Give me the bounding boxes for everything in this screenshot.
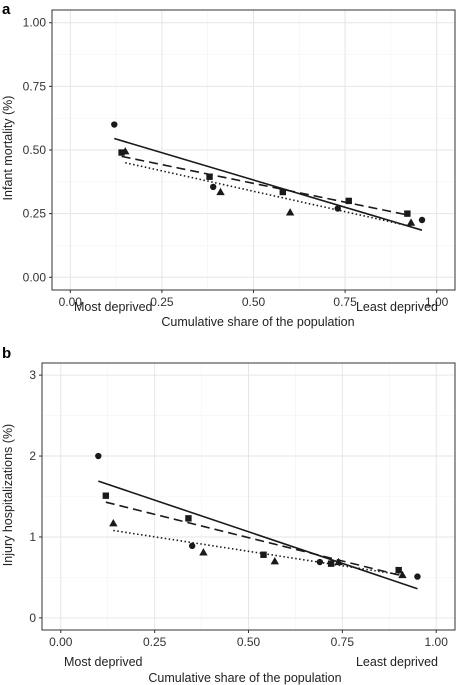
x-tick-label: 0.25 — [150, 295, 174, 309]
x-axis-title: Cumulative share of the population — [148, 671, 341, 685]
data-point-square — [279, 188, 287, 196]
plot-area: 0.00 0.25 0.50 0.75 1.00 0.00 0.25 0.50 0.75 1.00 — [23, 9, 456, 309]
panel-a: a 0.00 0.25 0.50 0.75 1.00 0.00 0.25 0.50 0.75 1.… — [1, 1, 456, 329]
fit-line-solid — [114, 137, 423, 231]
x-tick-label: 0.75 — [333, 295, 357, 309]
panel-label: a — [2, 1, 11, 18]
y-tick-label: 0.00 — [23, 270, 47, 284]
x-annotation-left: Most deprived — [64, 655, 143, 669]
fit-line-dotted — [125, 161, 412, 228]
data-point-triangle — [406, 218, 416, 226]
data-point-circle — [188, 542, 196, 550]
data-point-triangle — [398, 570, 407, 579]
data-point-triangle — [216, 187, 225, 196]
x-tick-label: 0.50 — [237, 635, 261, 649]
data-point-circle — [210, 183, 217, 191]
fit-line-dashed — [121, 155, 408, 216]
y-tick-label: 1.00 — [23, 16, 47, 30]
fit-line-dotted — [113, 529, 403, 576]
y-axis-title: Infant mortality (%) — [1, 96, 15, 201]
data-point-triangle — [199, 548, 208, 556]
y-tick-label: 2 — [29, 449, 36, 463]
data-point-triangle — [109, 519, 118, 527]
data-point-circle — [418, 216, 426, 224]
x-tick-label: 0.00 — [59, 295, 83, 309]
x-tick-label: 1.00 — [425, 635, 449, 649]
data-point-circle — [111, 121, 118, 128]
data-point-square — [345, 197, 352, 205]
data-point-triangle — [334, 557, 343, 566]
y-tick-label: 1 — [29, 530, 36, 544]
data-point-square — [404, 210, 411, 217]
x-annotation-right: Least deprived — [356, 300, 438, 314]
x-tick-label: 0.50 — [242, 295, 266, 309]
panel-b: b 0.00 0.25 0.50 0.75 1.00 0 1 2 3 Injury hospit… — [1, 345, 456, 685]
x-tick-label: 0.25 — [143, 635, 167, 649]
data-point-square — [395, 566, 402, 574]
y-axis-title: Injury hospitalizations (%) — [1, 424, 15, 566]
y-tick-label: 0.50 — [23, 143, 47, 157]
data-point-circle — [316, 558, 324, 566]
data-point-square — [102, 492, 110, 499]
x-axis-title: Cumulative share of the population — [161, 315, 354, 329]
x-annotation-right: Least deprived — [356, 655, 438, 669]
data-point-circle — [414, 573, 421, 580]
y-tick-label: 0.75 — [23, 79, 47, 93]
data-point-square — [206, 173, 213, 180]
y-tick-label: 0.25 — [23, 207, 47, 221]
fit-line-solid — [98, 480, 418, 590]
data-point-triangle — [285, 208, 295, 216]
data-point-square — [260, 551, 267, 558]
data-point-triangle — [121, 147, 130, 155]
data-point-triangle — [270, 557, 279, 565]
data-point-square — [185, 515, 192, 522]
data-point-square — [327, 560, 335, 567]
data-point-circle — [95, 452, 102, 460]
y-tick-label: 0 — [29, 611, 36, 625]
plot-area: 0.00 0.25 0.50 0.75 1.00 0 1 2 3 — [29, 362, 456, 649]
fit-line-dashed — [105, 501, 399, 576]
y-tick-label: 3 — [29, 368, 36, 382]
x-annotation-left: Most deprived — [74, 300, 153, 314]
data-point-circle — [334, 205, 341, 212]
panel-label: b — [2, 345, 11, 362]
x-tick-label: 0.75 — [331, 635, 355, 649]
x-tick-label: 0.00 — [49, 635, 73, 649]
data-point-square — [118, 149, 125, 156]
x-tick-label: 1.00 — [425, 295, 449, 309]
